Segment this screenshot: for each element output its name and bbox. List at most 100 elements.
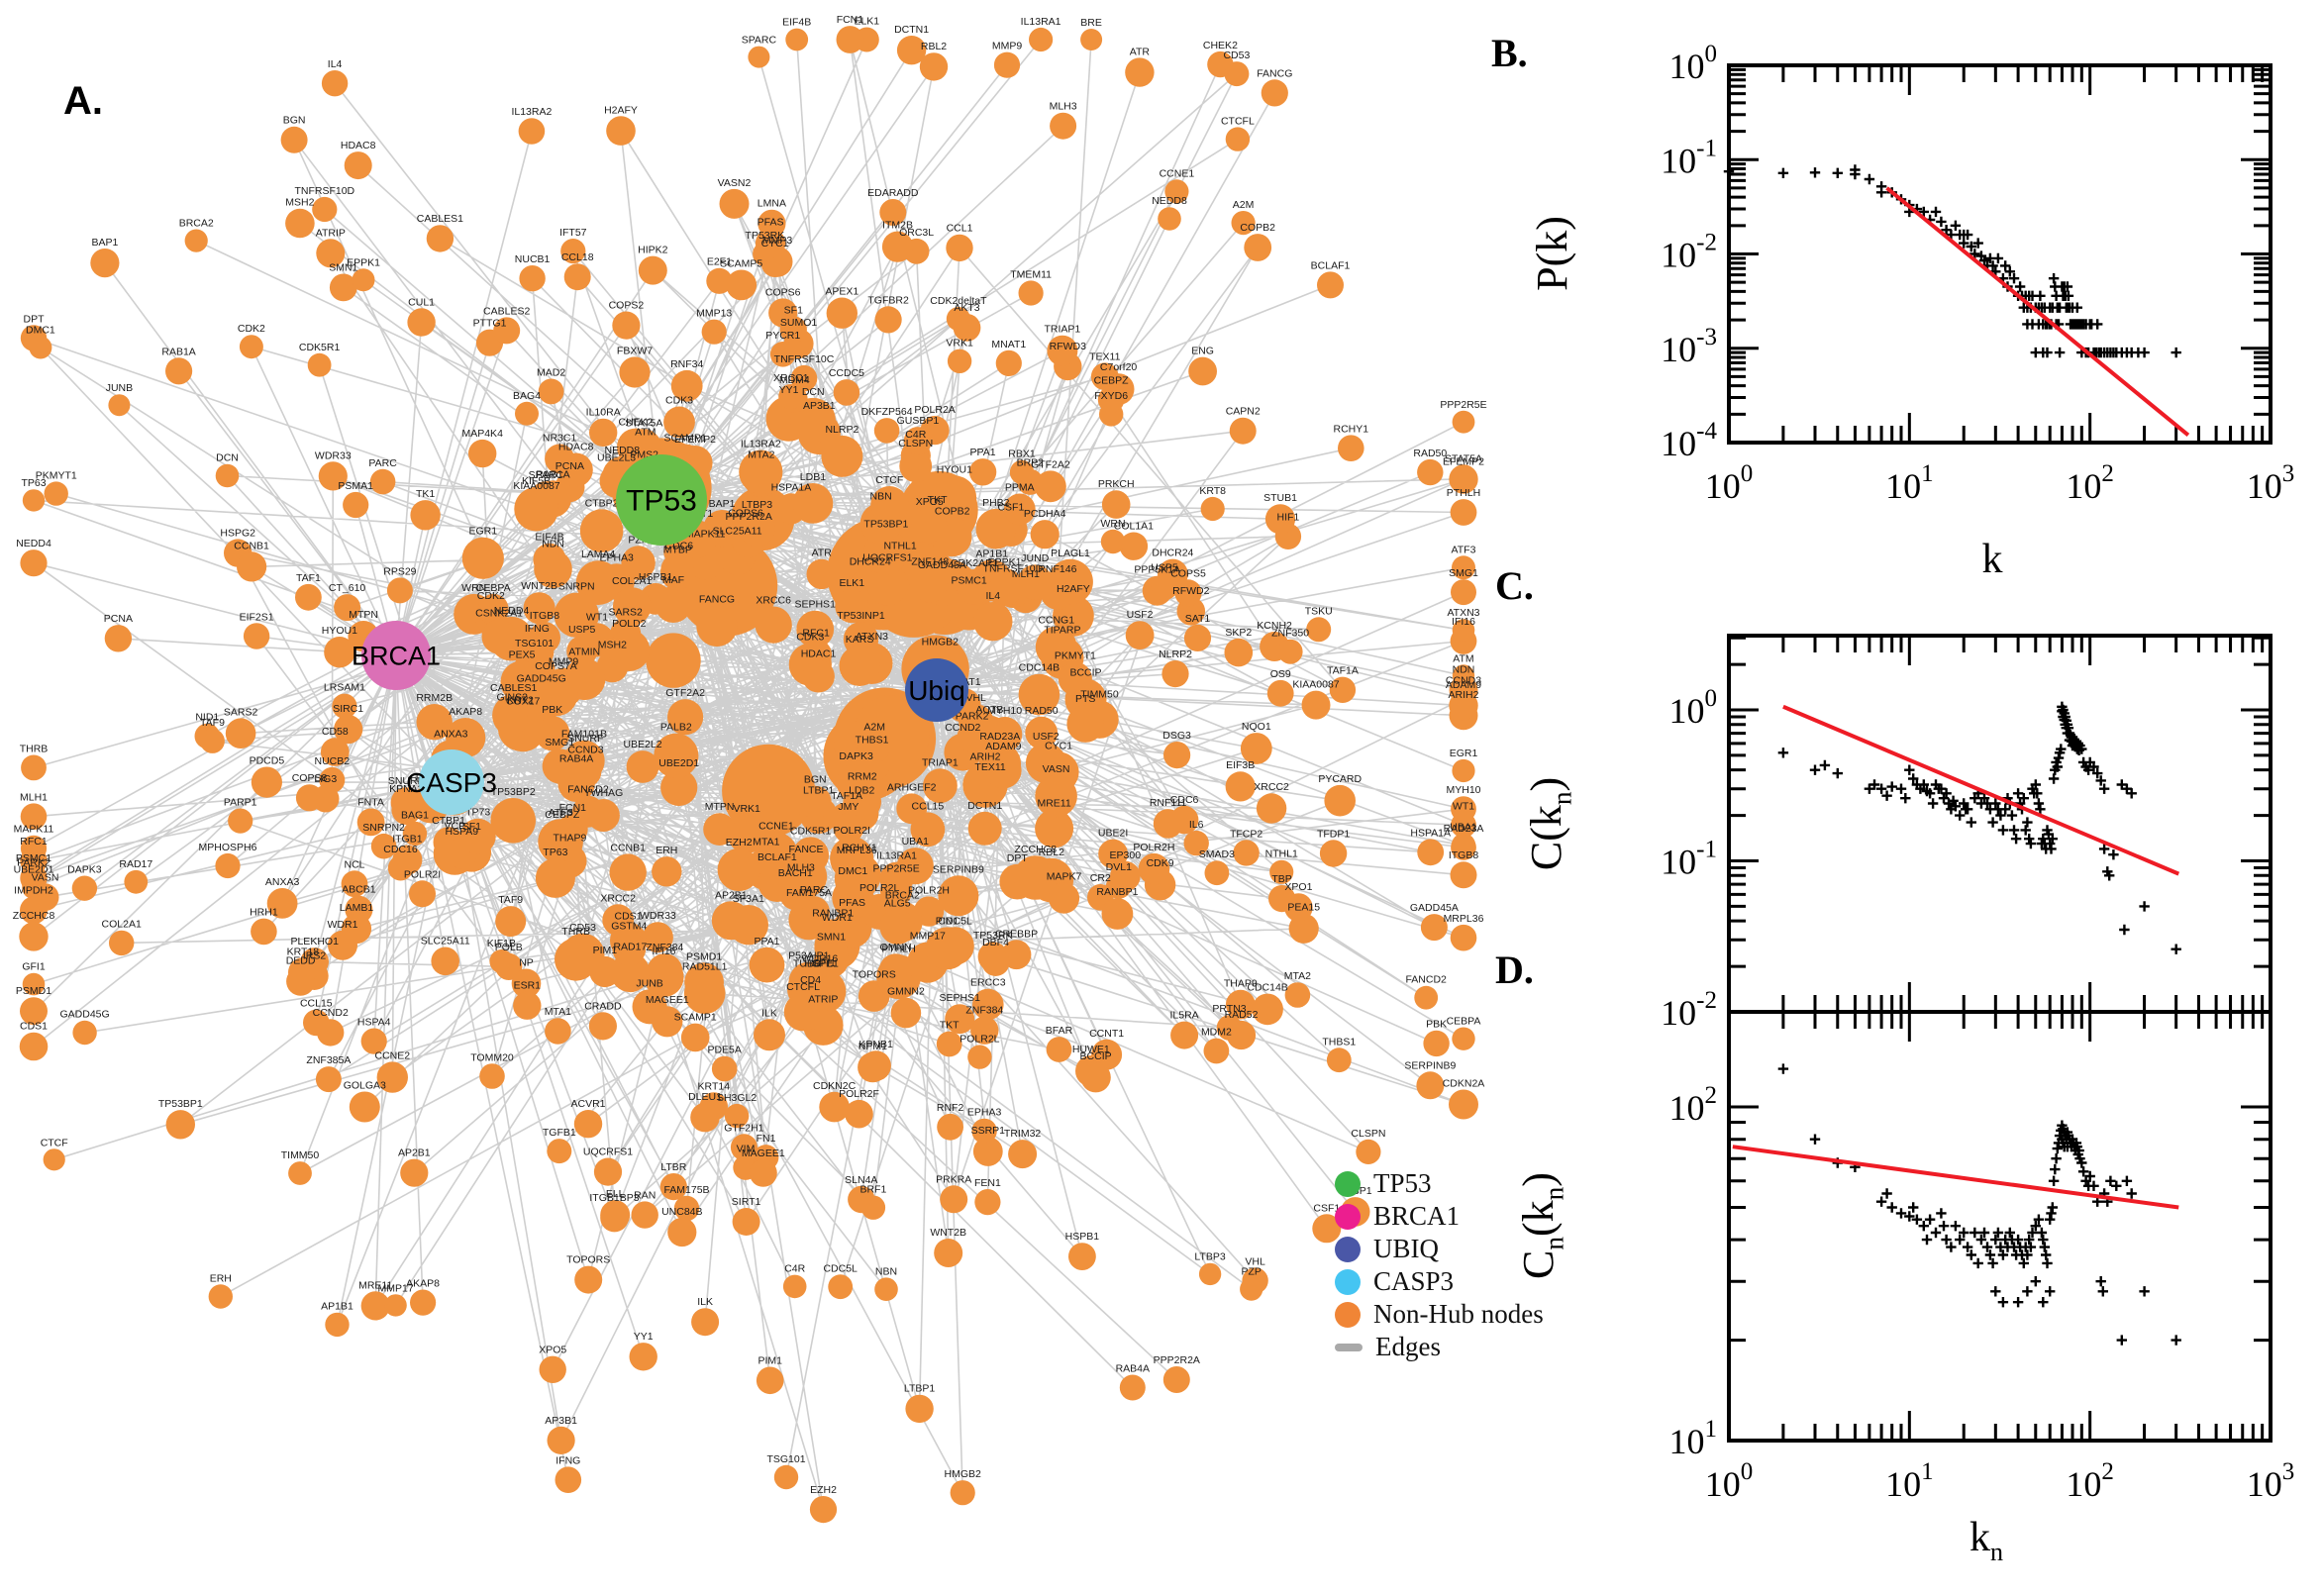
gene-label: STAT5A bbox=[625, 417, 662, 429]
gene-label: RAB1A bbox=[161, 346, 195, 357]
gene-label: ARHGEF2 bbox=[887, 781, 937, 793]
gene-label: SKP2 bbox=[1225, 627, 1252, 639]
gene-label: IL4 bbox=[328, 58, 343, 70]
gene-node bbox=[1066, 705, 1104, 743]
gene-node bbox=[726, 269, 758, 301]
gene-label: PIN1 bbox=[936, 915, 960, 927]
gene-label: CDKN2A bbox=[1443, 1078, 1485, 1090]
gene-label: COL2A1 bbox=[102, 919, 142, 931]
gene-label: CCND2 bbox=[313, 1007, 349, 1019]
gene-node bbox=[1225, 989, 1256, 1020]
gene-label: APEX1 bbox=[825, 286, 858, 298]
gene-label: BRCA2 bbox=[179, 217, 214, 229]
gene-label: PDE5A bbox=[707, 1045, 741, 1056]
gene-label: CTBP2 bbox=[585, 497, 619, 509]
gene-label: PEX5 bbox=[509, 648, 536, 660]
gene-label: DMC1 bbox=[26, 325, 55, 337]
gene-label: HSPA4 bbox=[357, 1017, 391, 1029]
gene-node bbox=[1264, 504, 1296, 535]
gene-node bbox=[1008, 1140, 1038, 1169]
gene-label: TRIAP1 bbox=[1045, 324, 1081, 336]
gene-label: TP63 bbox=[543, 847, 567, 858]
gene-label: KCNH2 bbox=[1257, 620, 1292, 632]
gene-label: JMY bbox=[838, 801, 858, 813]
gene-label: AP3B1 bbox=[545, 1415, 577, 1427]
gene-label: TAF1 bbox=[296, 572, 321, 584]
gene-label: PFAS bbox=[758, 217, 784, 229]
gene-label: HIF1 bbox=[1277, 512, 1300, 524]
gene-label: KRT8 bbox=[1199, 485, 1226, 497]
gene-node bbox=[1452, 1027, 1475, 1050]
gene-label: DPT bbox=[1007, 852, 1029, 864]
gene-label: COPB2 bbox=[1240, 222, 1275, 234]
gene-node bbox=[870, 486, 909, 525]
plot-frame bbox=[1727, 63, 2272, 445]
gene-node bbox=[701, 319, 727, 345]
axis-tick-label: 101 bbox=[1669, 1416, 1718, 1461]
gene-label: PLEKHO1 bbox=[290, 936, 339, 948]
network-legend: TP53 BRCA1 UBIQ CASP3 Non-Hub nodes Edges bbox=[1335, 1168, 1544, 1361]
gene-label: MTA2 bbox=[748, 449, 774, 460]
gene-label: RANBP1 bbox=[812, 907, 854, 919]
gene-label: CCNB1 bbox=[610, 842, 646, 853]
gene-label: TIMM50 bbox=[281, 1149, 320, 1161]
gene-node bbox=[1009, 459, 1035, 485]
y-axis-title: C(kn) bbox=[1522, 777, 1577, 870]
gene-label: MAPK11 bbox=[685, 529, 726, 541]
legend-node-swatch bbox=[1335, 1170, 1361, 1197]
gene-label: CHEK2 bbox=[618, 417, 653, 429]
gene-node bbox=[589, 418, 618, 448]
gene-label: ATR bbox=[1130, 46, 1151, 57]
gene-node bbox=[993, 51, 1021, 78]
gene-label: WRN bbox=[1100, 518, 1125, 530]
gene-label: ATM bbox=[1453, 652, 1473, 664]
gene-label: IL6 bbox=[1189, 819, 1204, 831]
gene-node bbox=[1451, 835, 1476, 860]
gene-node bbox=[1035, 626, 1077, 668]
gene-label: CDKN2C bbox=[813, 1080, 857, 1092]
gene-node bbox=[660, 768, 698, 807]
gene-node bbox=[632, 989, 667, 1025]
gene-label: PARP1 bbox=[224, 797, 257, 809]
axis-tick-label: 101 bbox=[1885, 1458, 1934, 1504]
gene-node bbox=[890, 997, 922, 1029]
gene-node bbox=[479, 1063, 505, 1089]
gene-label: USP5 bbox=[1151, 561, 1178, 573]
gene-label: TEX11 bbox=[974, 761, 1005, 773]
gene-node bbox=[208, 1284, 233, 1309]
gene-label: SCAMP5 bbox=[720, 258, 762, 270]
gene-node bbox=[556, 814, 588, 845]
gene-node bbox=[826, 297, 858, 329]
gene-label: CDK2AP1 bbox=[951, 557, 998, 569]
gene-node bbox=[369, 468, 396, 495]
gene-label: CTCFL bbox=[786, 981, 820, 993]
gene-label: TP73 bbox=[465, 807, 490, 819]
gene-label: USP5 bbox=[568, 624, 596, 636]
gene-label: NP bbox=[519, 957, 534, 969]
gene-label: XRCC6 bbox=[756, 595, 791, 607]
gene-label: KRT18 bbox=[287, 946, 320, 957]
gene-node bbox=[1451, 579, 1476, 606]
gene-label: FEN1 bbox=[974, 1177, 1001, 1189]
gene-node bbox=[1244, 234, 1272, 261]
gene-label: XPO5 bbox=[916, 496, 944, 508]
gene-node bbox=[659, 1173, 687, 1201]
gene-node bbox=[104, 625, 133, 652]
gene-label: MRPL36 bbox=[837, 845, 877, 856]
gene-node bbox=[496, 703, 529, 736]
gene-label: HUWE1 bbox=[1072, 1044, 1110, 1055]
gene-label: IFI16 bbox=[1452, 616, 1475, 628]
gene-label: IL13RA1 bbox=[1021, 16, 1061, 28]
gene-label: UNC84B bbox=[661, 1206, 702, 1218]
gene-label: DCTN1 bbox=[967, 800, 1002, 812]
legend-item: CASP3 bbox=[1335, 1266, 1544, 1296]
gene-node bbox=[798, 785, 832, 819]
gene-node bbox=[329, 273, 357, 302]
gene-label: TK1 bbox=[416, 488, 435, 500]
gene-label: THAP9 bbox=[1224, 978, 1258, 990]
gene-label: PRKCH bbox=[1098, 478, 1135, 490]
gene-node bbox=[461, 537, 504, 579]
gene-label: ELK1 bbox=[854, 16, 879, 28]
gene-node bbox=[251, 766, 282, 798]
